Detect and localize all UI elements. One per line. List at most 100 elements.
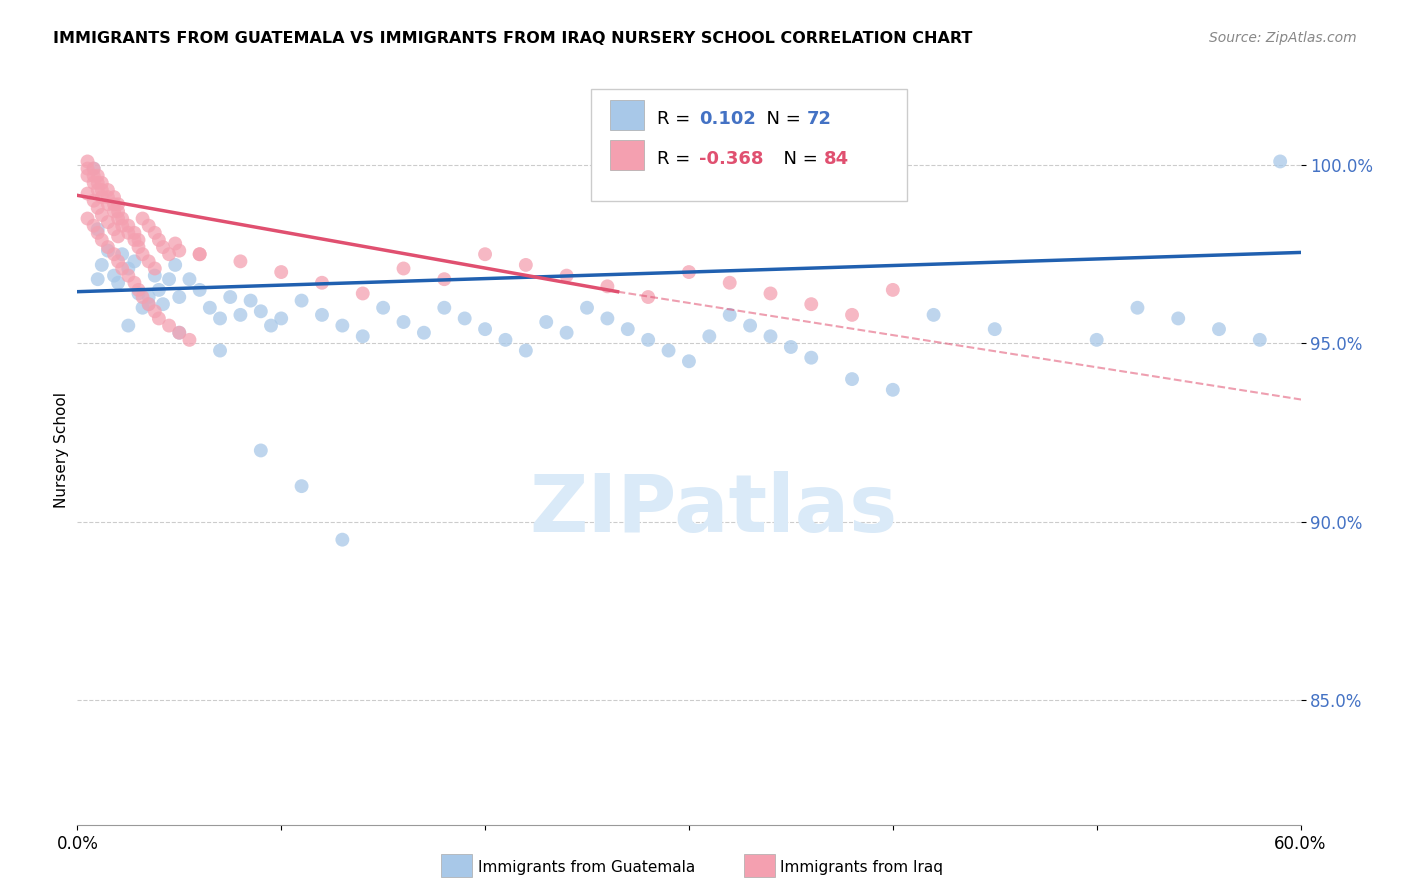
Point: [453, 311, 475, 326]
Point: [555, 268, 578, 283]
Point: [87, 201, 110, 215]
Point: [759, 329, 782, 343]
Point: [576, 301, 599, 315]
Text: Immigrants from Guatemala: Immigrants from Guatemala: [478, 860, 696, 874]
Point: [179, 333, 201, 347]
Point: [111, 261, 134, 276]
Point: [515, 258, 537, 272]
Y-axis label: Nursery School: Nursery School: [53, 392, 69, 508]
Text: 0.102: 0.102: [699, 111, 755, 128]
Point: [97, 240, 120, 254]
Point: [740, 318, 762, 333]
Point: [87, 183, 110, 197]
Point: [290, 479, 312, 493]
Point: [165, 236, 187, 251]
Point: [169, 244, 191, 258]
Text: R =: R =: [657, 151, 696, 169]
Point: [138, 219, 160, 233]
Point: [250, 443, 273, 458]
Point: [392, 261, 415, 276]
Point: [800, 351, 823, 365]
Point: [97, 197, 120, 211]
Point: [90, 208, 112, 222]
Text: Source: ZipAtlas.com: Source: ZipAtlas.com: [1209, 31, 1357, 45]
Point: [97, 215, 120, 229]
Point: [515, 343, 537, 358]
Point: [131, 211, 153, 226]
Point: [90, 233, 112, 247]
Point: [83, 194, 105, 208]
Point: [143, 261, 166, 276]
Point: [922, 308, 945, 322]
Point: [138, 297, 160, 311]
Point: [219, 290, 242, 304]
Point: [76, 154, 98, 169]
Point: [239, 293, 262, 308]
Point: [103, 247, 125, 261]
Point: [143, 226, 166, 240]
Point: [229, 308, 252, 322]
Point: [157, 318, 180, 333]
Text: N =: N =: [772, 151, 824, 169]
Point: [87, 169, 110, 183]
Point: [311, 308, 333, 322]
Point: [1249, 333, 1271, 347]
Point: [208, 311, 231, 326]
Point: [127, 233, 149, 247]
Point: [699, 329, 721, 343]
Point: [124, 276, 146, 290]
Point: [127, 286, 149, 301]
Point: [107, 229, 129, 244]
Point: [111, 211, 134, 226]
Point: [117, 226, 139, 240]
Point: [148, 311, 170, 326]
Point: [90, 183, 112, 197]
Point: [124, 226, 146, 240]
Point: [107, 211, 129, 226]
Point: [157, 247, 180, 261]
Point: [290, 293, 312, 308]
Point: [433, 301, 456, 315]
Point: [188, 247, 211, 261]
Point: [433, 272, 456, 286]
Point: [107, 254, 129, 268]
Point: [332, 533, 354, 547]
Point: [87, 222, 110, 236]
Point: [229, 254, 252, 268]
Point: [352, 329, 374, 343]
Point: [596, 311, 619, 326]
Point: [678, 354, 700, 368]
Point: [188, 247, 211, 261]
Point: [90, 190, 112, 204]
Point: [841, 372, 863, 386]
Point: [169, 326, 191, 340]
Point: [188, 283, 211, 297]
Point: [637, 333, 659, 347]
Point: [495, 333, 517, 347]
Point: [759, 286, 782, 301]
Point: [637, 290, 659, 304]
Point: [90, 258, 112, 272]
Text: N =: N =: [755, 111, 807, 128]
Point: [97, 190, 120, 204]
Point: [617, 322, 640, 336]
Point: [157, 272, 180, 286]
Point: [76, 211, 98, 226]
Point: [413, 326, 436, 340]
Text: -0.368: -0.368: [699, 151, 763, 169]
Point: [596, 279, 619, 293]
Point: [97, 183, 120, 197]
Point: [83, 169, 105, 183]
Point: [83, 176, 105, 190]
Point: [882, 383, 904, 397]
Point: [148, 283, 170, 297]
Text: R =: R =: [657, 111, 696, 128]
Point: [107, 204, 129, 219]
Point: [138, 297, 160, 311]
Point: [678, 265, 700, 279]
Point: [103, 197, 125, 211]
Point: [658, 343, 681, 358]
Text: ZIPatlas: ZIPatlas: [529, 471, 897, 549]
Point: [111, 247, 134, 261]
Point: [107, 276, 129, 290]
